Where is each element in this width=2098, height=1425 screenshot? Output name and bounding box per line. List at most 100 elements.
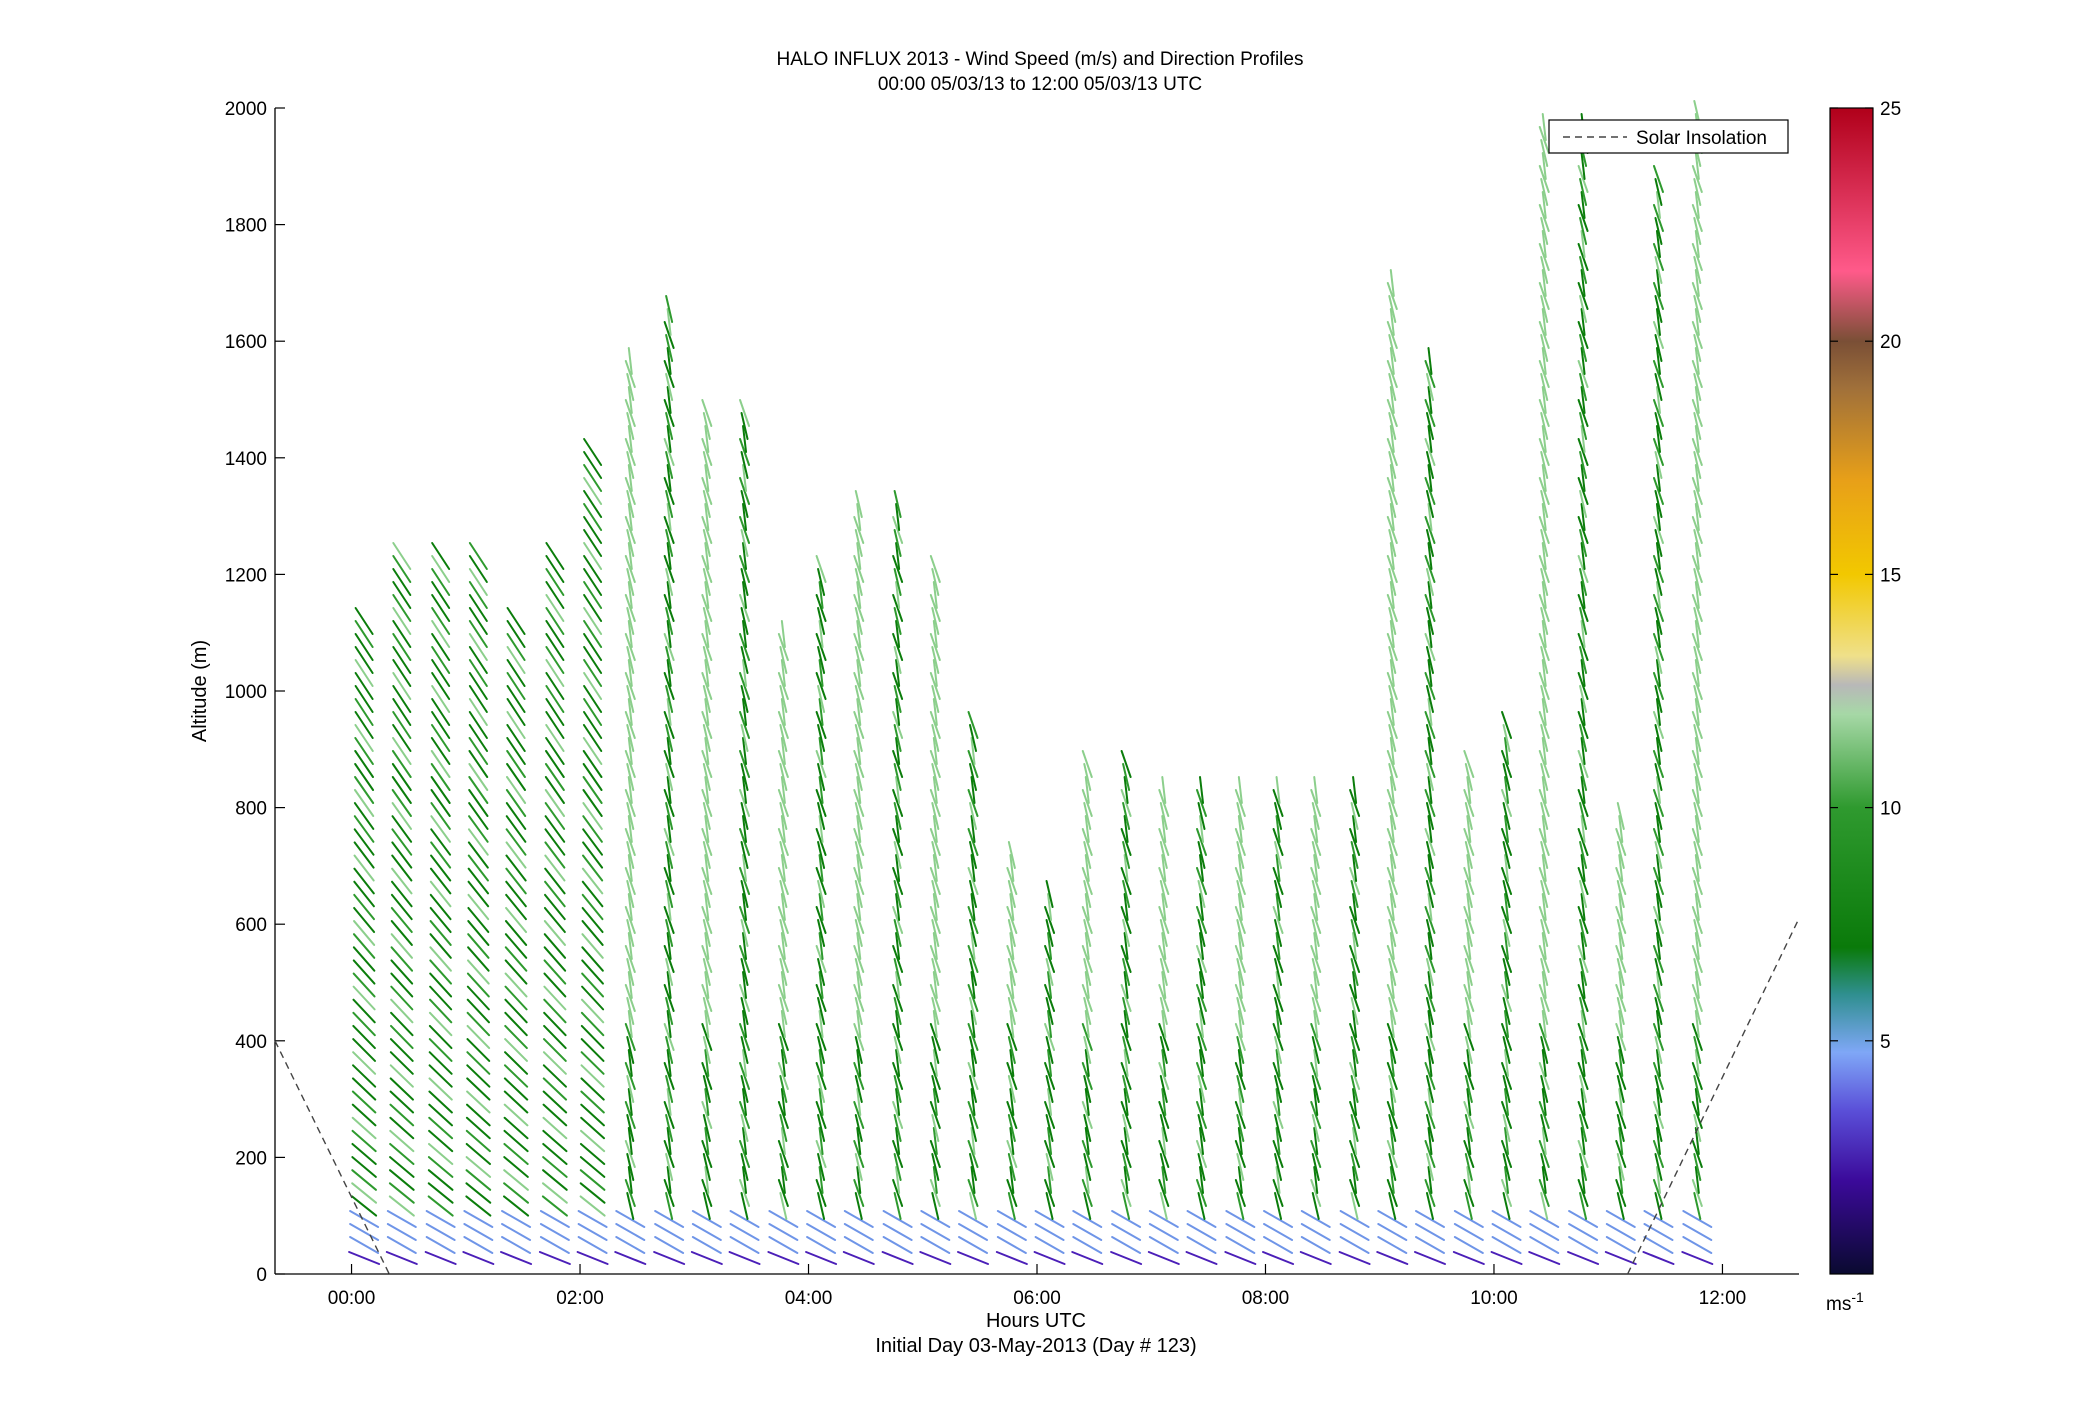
wind-vector [428, 1142, 454, 1166]
wind-vector [1386, 594, 1398, 622]
wind-vector [1580, 1166, 1586, 1194]
wind-vector [663, 399, 675, 427]
wind-vector [1655, 776, 1661, 804]
wind-vector [583, 646, 603, 674]
wind-vector [627, 1088, 633, 1116]
wind-vector [1009, 932, 1015, 960]
wind-vector [704, 1049, 710, 1077]
wind-vector [1502, 763, 1511, 791]
wind-vector [853, 828, 865, 856]
wind-vector [843, 1210, 874, 1228]
wind-vector [739, 906, 751, 934]
wind-vector [742, 932, 748, 960]
wind-vector [1425, 1036, 1434, 1064]
wind-vector [1425, 529, 1434, 557]
wind-vector [1502, 802, 1511, 830]
wind-vector [666, 893, 672, 921]
wind-vector [740, 1153, 749, 1181]
wind-vector [1541, 347, 1547, 375]
wind-vector [815, 828, 827, 856]
wind-vector [1691, 555, 1703, 583]
wind-vector [931, 880, 940, 908]
wind-vector [1196, 945, 1208, 973]
wind-vector [815, 555, 827, 583]
wind-vector [1196, 1179, 1208, 1207]
wind-vector [740, 1036, 749, 1064]
wind-vector [1618, 1088, 1624, 1116]
wind-vector [701, 867, 713, 895]
wind-vector [1694, 503, 1700, 531]
wind-vector [818, 698, 824, 726]
wind-vector [853, 789, 865, 817]
wind-vector [1654, 373, 1663, 401]
wind-vector [503, 1116, 529, 1140]
wind-vector [466, 985, 490, 1011]
wind-vector [465, 1195, 492, 1217]
wind-vector [1081, 750, 1093, 778]
wind-vector [429, 933, 452, 959]
wind-vector [1654, 724, 1663, 752]
wind-vector [665, 529, 674, 557]
wind-vector [545, 555, 565, 583]
wind-vector [1577, 906, 1589, 934]
wind-vector [354, 607, 374, 635]
wind-vector [1310, 867, 1322, 895]
wind-vector [1541, 1088, 1547, 1116]
wind-vector [1504, 1166, 1510, 1194]
wind-vector [391, 828, 413, 856]
wind-vector [354, 620, 374, 648]
wind-vector [665, 880, 674, 908]
wind-vector [815, 633, 827, 661]
wind-vector [1463, 1179, 1475, 1207]
wind-vector [430, 815, 451, 843]
wind-vector [969, 919, 978, 947]
wind-vector [1654, 451, 1663, 479]
wind-vector [624, 399, 636, 427]
wind-vector [1310, 1023, 1322, 1051]
wind-vector [545, 581, 565, 609]
wind-vector [1199, 971, 1205, 999]
wind-vector [996, 1223, 1027, 1241]
wind-vector [1427, 1010, 1433, 1038]
wind-vector [1007, 1036, 1016, 1064]
wind-vector [1654, 1192, 1663, 1220]
wind-vector [1197, 1075, 1206, 1103]
wind-vector [506, 737, 526, 765]
wind-vector [740, 763, 749, 791]
wind-vector [1616, 841, 1625, 869]
wind-vector [1033, 1251, 1066, 1265]
wind-vector [929, 750, 941, 778]
wind-vector [742, 698, 748, 726]
wind-vector [388, 1169, 415, 1191]
wind-vector [1084, 1088, 1090, 1116]
wind-vector [1084, 1010, 1090, 1038]
wind-vector [704, 1166, 710, 1194]
wind-vector [392, 633, 412, 661]
wind-vector [895, 698, 901, 726]
wind-vector [581, 985, 605, 1011]
wind-vector [1424, 867, 1436, 895]
wind-vector [390, 985, 414, 1011]
wind-vector [1123, 1088, 1129, 1116]
wind-vector [468, 711, 488, 739]
wind-vector [967, 1179, 979, 1207]
wind-vector [1388, 724, 1397, 752]
wind-vector [1045, 919, 1054, 947]
wind-vector [1654, 958, 1663, 986]
wind-vector [1463, 828, 1475, 856]
wind-vector [1120, 789, 1132, 817]
wind-vector [1299, 1251, 1332, 1265]
wind-vector [544, 828, 566, 856]
wind-vector [1009, 971, 1015, 999]
wind-vector [1427, 737, 1433, 765]
wind-vector [1389, 1088, 1395, 1116]
wind-vector [892, 594, 904, 622]
wind-vector [1693, 997, 1702, 1025]
wind-vector [1577, 945, 1589, 973]
wind-vector [854, 997, 863, 1025]
wind-vector [1540, 646, 1549, 674]
wind-vector [351, 1169, 377, 1191]
wind-vector [626, 841, 635, 869]
wind-vector [624, 594, 636, 622]
wind-vector [544, 841, 566, 869]
